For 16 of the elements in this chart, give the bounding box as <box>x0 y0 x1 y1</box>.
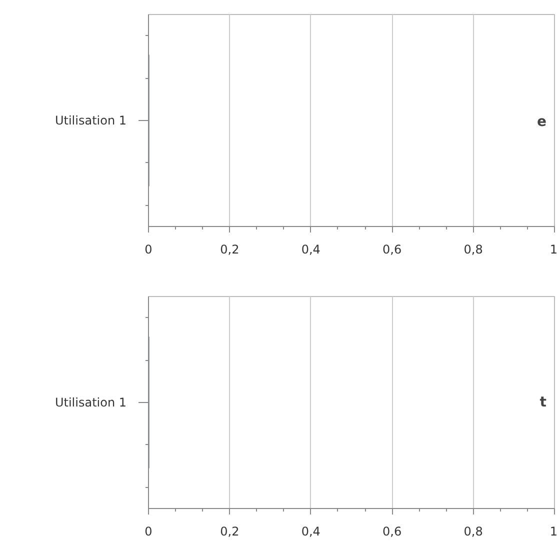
x-tick-label: 1 <box>550 524 557 538</box>
x-tick-label: 0,6 <box>382 524 402 538</box>
y-tick-label: Utilisation 1 <box>54 396 126 410</box>
x-tick-label: 0,8 <box>464 242 483 256</box>
y-tick-label: Utilisation 1 <box>54 114 126 128</box>
x-tick-label: 0,6 <box>382 242 402 256</box>
x-tick-label: 0,4 <box>301 524 320 538</box>
annotation: e <box>537 114 547 130</box>
x-tick-label: 0,8 <box>464 524 483 538</box>
x-tick-label: 0,2 <box>220 242 240 256</box>
x-tick-label: 1 <box>550 242 557 256</box>
annotation: t <box>540 394 547 410</box>
x-tick-label: 0,4 <box>301 242 320 256</box>
x-tick-label: 0 <box>144 524 152 538</box>
x-tick-label: 0,2 <box>220 524 240 538</box>
x-tick-label: 0 <box>144 242 152 256</box>
